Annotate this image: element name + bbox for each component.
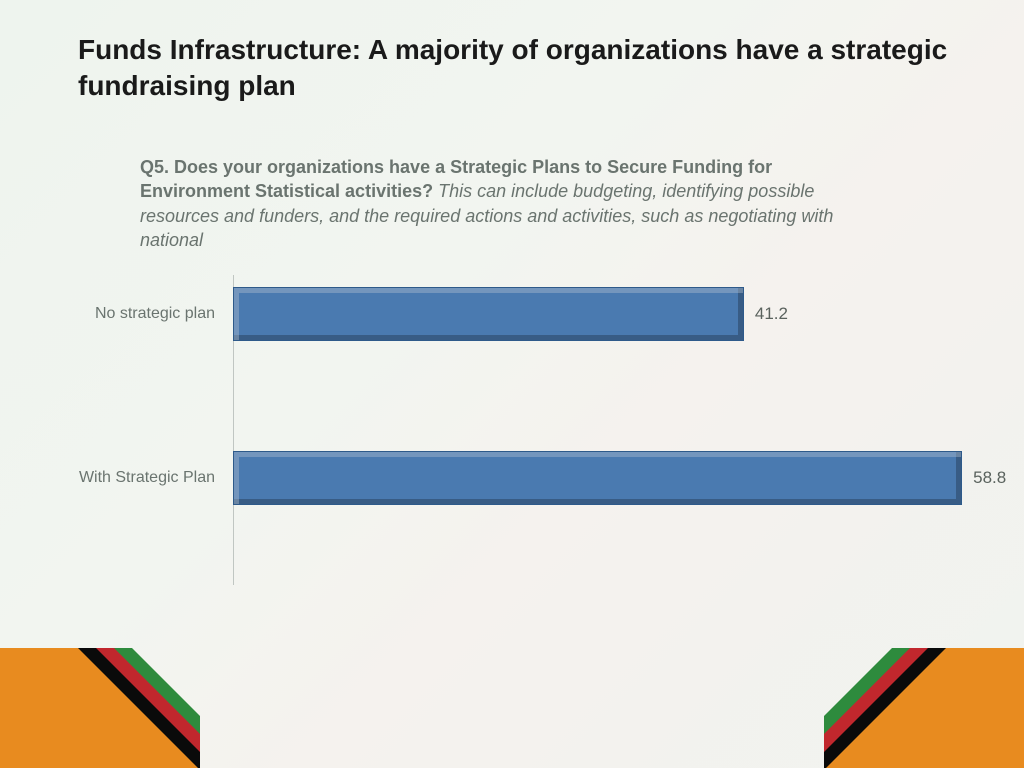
- bar-row: With Strategic Plan 58.8: [60, 451, 970, 505]
- bar-value: 58.8: [973, 468, 1006, 488]
- corner-decoration-left: [0, 648, 200, 768]
- corner-decoration-right: [824, 648, 1024, 768]
- question-block: Q5. Does your organizations have a Strat…: [140, 155, 860, 252]
- bar: 41.2: [233, 287, 744, 341]
- bar: 58.8: [233, 451, 962, 505]
- bar-value: 41.2: [755, 304, 788, 324]
- bar-chart: No strategic plan 41.2 With Strategic Plan…: [60, 275, 970, 595]
- bar-label: With Strategic Plan: [60, 469, 225, 487]
- bar-label: No strategic plan: [60, 305, 225, 323]
- bar-row: No strategic plan 41.2: [60, 287, 970, 341]
- slide-title: Funds Infrastructure: A majority of orga…: [78, 32, 964, 105]
